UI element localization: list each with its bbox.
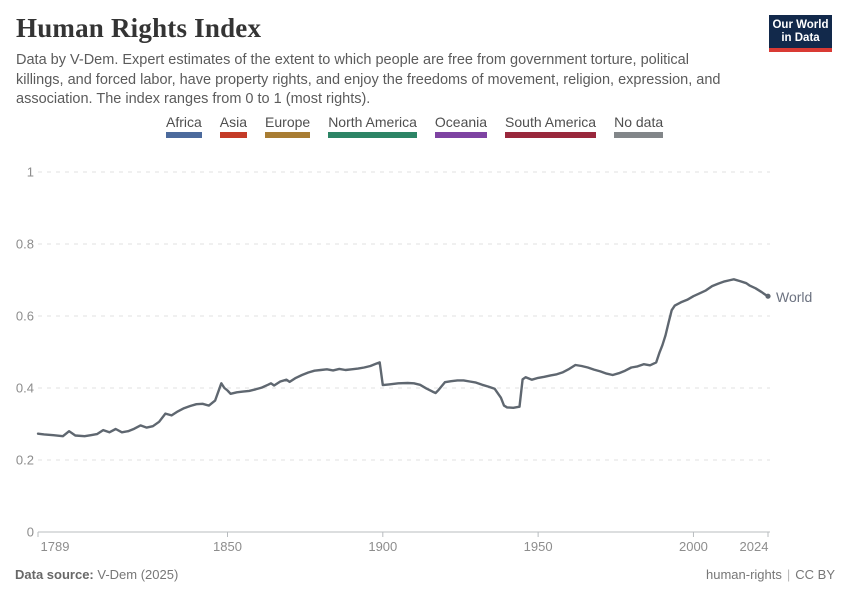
legend-label: North America <box>328 114 417 130</box>
legend-item-asia[interactable]: Asia <box>219 114 248 138</box>
chart-subtitle: Data by V-Dem. Expert estimates of the e… <box>16 52 721 107</box>
chart-footer: Data source: V-Dem (2025) human-rights | C… <box>0 567 850 587</box>
legend-swatch <box>505 132 597 138</box>
logo-line1: Our World <box>772 19 829 31</box>
legend-item-europe[interactable]: Europe <box>265 114 311 138</box>
x-tick-label: 2000 <box>679 539 708 554</box>
legend-swatch <box>614 132 664 138</box>
y-tick-label: 0 <box>27 525 34 540</box>
footer-separator: | <box>786 567 791 582</box>
legend-item-africa[interactable]: Africa <box>166 115 202 138</box>
legend-label: Europe <box>265 114 311 130</box>
legend: Africa Asia Europe North America Oceania Sout… <box>166 114 664 138</box>
series-label-world[interactable]: World <box>776 289 813 305</box>
data-source-value: V-Dem (2025) <box>97 567 179 582</box>
x-tick-label: 1789 <box>41 539 70 554</box>
x-tick-label: 1850 <box>213 539 242 554</box>
legend-label: No data <box>614 114 664 130</box>
legend-label: Asia <box>219 114 248 130</box>
data-source-label: Data source: <box>15 567 94 582</box>
x-tick-label: 2024 <box>740 539 769 554</box>
y-tick-label: 0.8 <box>16 237 34 252</box>
x-tick-label: 1950 <box>524 539 553 554</box>
y-tick-label: 1 <box>27 165 34 180</box>
legend-swatch <box>265 132 311 138</box>
page-title: Human Rights Index <box>16 13 262 43</box>
legend-label: Africa <box>166 114 202 130</box>
world-line[interactable] <box>36 278 770 438</box>
logo-line2: in Data <box>781 32 820 44</box>
world-line-end-dot <box>765 293 771 299</box>
y-tick-label: 0.4 <box>16 381 34 396</box>
legend-item-north-america[interactable]: North America <box>328 115 417 138</box>
legend-swatch <box>328 132 417 138</box>
legend-swatch <box>434 132 488 138</box>
y-tick-label: 0.6 <box>16 309 34 324</box>
license-link[interactable]: CC BY <box>795 567 835 582</box>
footer-credits: human-rights | CC BY <box>706 567 835 582</box>
legend-label: Oceania <box>434 114 488 130</box>
owid-logo[interactable]: Our World in Data <box>769 15 832 52</box>
legend-item-oceania[interactable]: Oceania <box>434 114 488 138</box>
y-tick-label: 0.2 <box>16 453 34 468</box>
x-tick-label: 1900 <box>368 539 397 554</box>
legend-item-south-america[interactable]: South America <box>505 114 597 138</box>
legend-label: South America <box>505 114 597 130</box>
data-source: Data source: V-Dem (2025) <box>15 567 178 582</box>
legend-swatch <box>166 132 202 138</box>
legend-item-no-data[interactable]: No data <box>614 114 664 138</box>
chart-slug: human-rights <box>706 567 782 582</box>
legend-swatch <box>219 132 248 138</box>
